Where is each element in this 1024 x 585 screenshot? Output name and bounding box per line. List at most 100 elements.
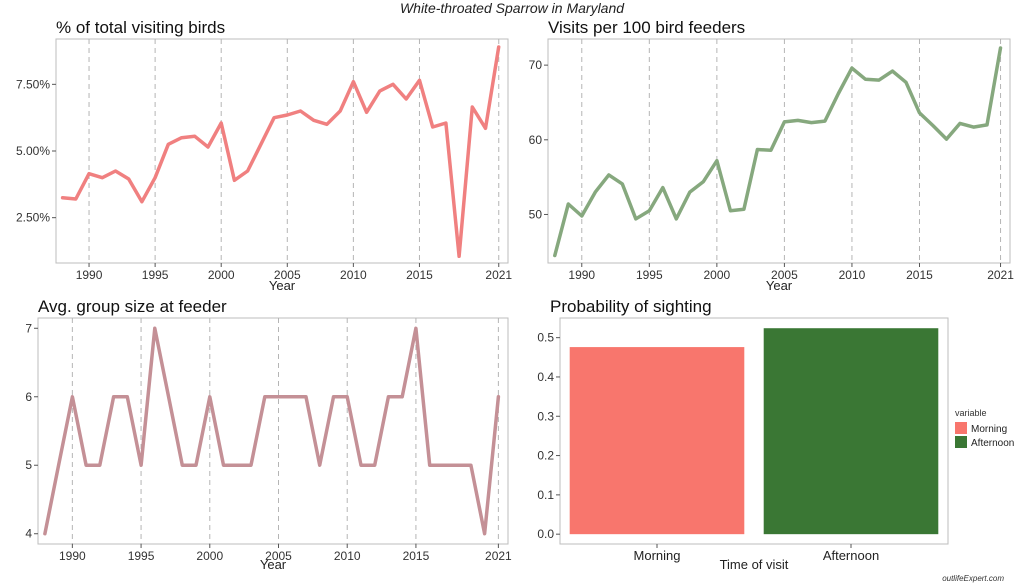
data-point — [850, 67, 853, 70]
data-point — [332, 395, 335, 398]
x-tick-label: 1990 — [568, 268, 595, 282]
data-point — [246, 170, 249, 173]
data-point — [471, 106, 474, 109]
data-point — [318, 464, 321, 467]
x-tick-label: 2000 — [704, 268, 731, 282]
data-point — [661, 186, 664, 189]
chart-title: Probability of sighting — [550, 297, 712, 316]
data-point — [999, 46, 1002, 49]
data-point — [742, 208, 745, 211]
data-point — [140, 464, 143, 467]
legend: variable Morning Afternoon — [955, 408, 1014, 449]
data-point — [783, 120, 786, 123]
y-tick-label: 50 — [529, 207, 543, 221]
data-point — [810, 121, 813, 124]
data-point — [88, 172, 91, 175]
data-point — [299, 110, 302, 113]
data-point — [497, 46, 500, 49]
y-tick-label: 0.5 — [537, 331, 554, 345]
legend-title: variable — [955, 408, 987, 418]
data-point — [918, 111, 921, 114]
x-tick-label: 2000 — [196, 549, 223, 563]
data-point — [61, 196, 64, 199]
data-point — [904, 81, 907, 84]
data-point — [444, 122, 447, 125]
data-point — [167, 395, 170, 398]
page-title: White-throated Sparrow in Maryland — [399, 0, 625, 16]
y-tick-label: 0.3 — [537, 409, 554, 423]
x-axis-label: Year — [269, 278, 296, 293]
data-point — [85, 464, 88, 467]
y-tick-label: 0.0 — [537, 527, 554, 541]
y-tick-label: 6 — [25, 390, 32, 404]
y-tick-label: 0.2 — [537, 449, 554, 463]
data-point — [972, 126, 975, 129]
data-point — [193, 135, 196, 138]
data-point — [359, 464, 362, 467]
plot-frame — [547, 38, 1011, 264]
data-point — [458, 255, 461, 258]
chart-title: Avg. group size at feeder — [38, 297, 227, 316]
data-point — [167, 143, 170, 146]
data-point — [607, 173, 610, 176]
data-point — [114, 170, 117, 173]
data-point — [378, 90, 381, 93]
data-point — [312, 119, 315, 122]
x-tick-label: 2021 — [485, 549, 512, 563]
data-point — [180, 136, 183, 139]
data-point — [259, 143, 262, 146]
x-tick-label: 2021 — [485, 268, 512, 282]
y-tick-label: 2.50% — [16, 211, 50, 225]
x-tick-label: 2005 — [771, 268, 798, 282]
x-tick-label: 2000 — [208, 268, 235, 282]
data-point — [98, 464, 101, 467]
legend-swatch — [955, 422, 967, 434]
bar-afternoon — [763, 328, 939, 535]
data-point — [195, 464, 198, 467]
data-point — [796, 119, 799, 122]
data-point — [220, 122, 223, 125]
x-tick-label: 2015 — [406, 268, 433, 282]
y-tick-label: 5 — [25, 458, 32, 472]
data-point — [181, 464, 184, 467]
data-point — [325, 123, 328, 126]
data-point — [580, 214, 583, 217]
data-point — [497, 395, 500, 398]
series-line — [60, 45, 501, 259]
data-point — [401, 395, 404, 398]
data-point — [352, 80, 355, 83]
series-line — [43, 326, 501, 536]
data-point — [101, 176, 104, 179]
data-point — [702, 180, 705, 183]
data-point — [986, 123, 989, 126]
x-tick-label: 2021 — [987, 268, 1014, 282]
data-point — [154, 176, 157, 179]
data-point — [864, 78, 867, 81]
data-point — [346, 395, 349, 398]
data-point — [675, 217, 678, 220]
plot-frame — [55, 38, 509, 264]
data-point — [567, 203, 570, 206]
data-point — [140, 200, 143, 203]
data-point — [945, 138, 948, 141]
data-point — [877, 79, 880, 82]
data-point — [756, 148, 759, 151]
bar-morning — [569, 347, 745, 535]
data-point — [594, 191, 597, 194]
legend-label: Afternoon — [971, 438, 1014, 449]
y-tick-label: 4 — [25, 527, 32, 541]
data-point — [71, 395, 74, 398]
data-point — [387, 395, 390, 398]
data-point — [286, 114, 289, 117]
y-tick-label: 0.4 — [537, 370, 554, 384]
chart-panel-2: Visits per 100 bird feeders 50 60 70 1990 199… — [529, 18, 1015, 293]
data-point — [428, 464, 431, 467]
data-point — [484, 127, 487, 130]
data-point — [729, 209, 732, 212]
data-point — [553, 254, 556, 257]
data-point — [127, 178, 130, 181]
chart-panel-3: Avg. group size at feeder 4 5 6 7 1990 1995 200… — [25, 297, 512, 572]
data-point — [153, 327, 156, 330]
data-point — [206, 146, 209, 149]
